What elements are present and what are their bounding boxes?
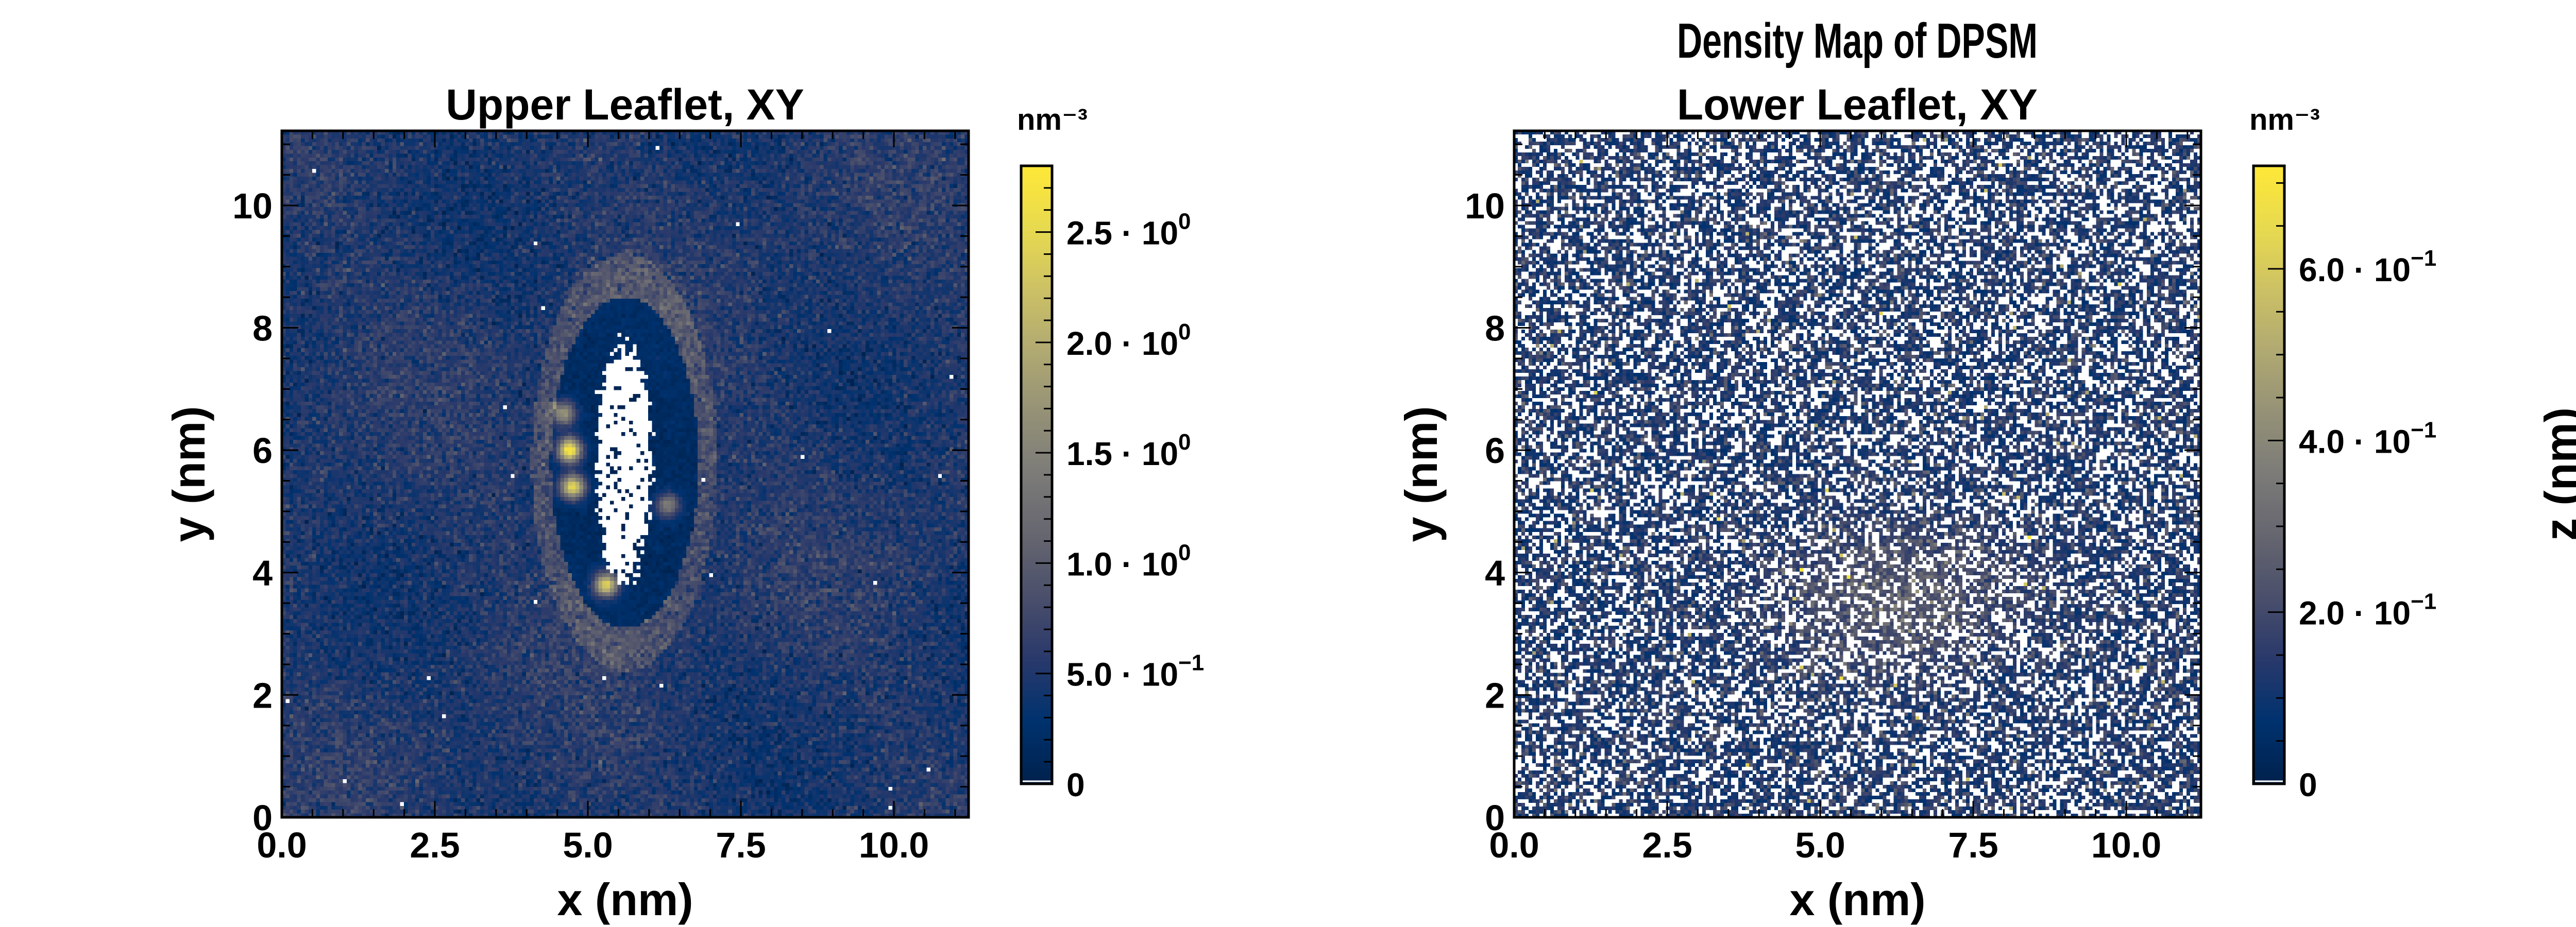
x-tick-label: 2.5 [410,825,460,865]
y-tick-label: 2 [252,675,273,715]
colorbar-tick-label: 5.0 · 10−1 [1066,650,1204,693]
y-tick-label: 4 [252,553,273,593]
y-axis-label: y (nm) [1396,406,1447,542]
y-axis-label: y (nm) [163,406,214,542]
colorbar-unit-label: nm⁻³ [1017,103,1088,136]
colorbar-tick-label: 0 [2299,766,2317,803]
panel-3: Transversal View, YZ0246810−4−2024y (nm)… [2535,407,2576,541]
y-axis-label: z (nm) [2535,407,2576,541]
colorbar-tick-label: 1.5 · 100 [1066,430,1191,472]
y-tick-label: 8 [252,308,273,349]
y-tick-label: 2 [1485,675,1505,715]
colorbar-tick-label: 1.0 · 100 [1066,540,1191,582]
x-axis-label: x (nm) [1790,874,1926,925]
heatmap-2 [1514,131,2201,817]
colorbar-tick-label: 6.0 · 10−1 [2299,246,2436,288]
x-axis-label: x (nm) [557,874,693,925]
panel-title: Upper Leaflet, XY [446,80,804,129]
x-tick-label: 0.0 [1489,825,1539,865]
y-tick-label: 0 [1485,798,1505,838]
heatmap-1 [282,131,969,817]
x-tick-label: 10.0 [859,825,929,865]
x-tick-label: 10.0 [2091,825,2161,865]
figure-suptitle: Density Map of DPSM [1677,13,2038,68]
colorbar-gradient [2253,166,2284,784]
y-tick-label: 4 [1485,553,1505,593]
y-tick-label: 10 [232,186,273,226]
colorbar-tick-label: 2.5 · 100 [1066,209,1191,252]
x-tick-label: 2.5 [1642,825,1692,865]
panel-1: Upper Leaflet, XY 0.0 2.5 5.0 7.5 10.0 0 2 4 6 8 10… [163,80,1204,925]
colorbar-tick-label: 2.0 · 100 [1066,319,1191,362]
x-tick-label: 0.0 [257,825,307,865]
colorbar-tick-label: 2.0 · 10−1 [2299,589,2436,632]
colorbar-tick-label: 0 [1066,766,1085,803]
y-tick-label: 6 [252,431,273,471]
panel-2: Lower Leaflet, XY 0.0 2.5 5.0 7.5 10.0 0 2 4 6 8 10… [1396,80,2436,925]
x-tick-label: 7.5 [716,825,766,865]
x-tick-label: 7.5 [1948,825,1998,865]
colorbar-gradient [1021,166,1052,784]
y-tick-label: 8 [1485,308,1505,349]
colorbar-unit-label: nm⁻³ [2249,103,2320,136]
colorbar-tick-label: 4.0 · 10−1 [2299,417,2436,460]
x-tick-label: 5.0 [1795,825,1845,865]
x-tick-label: 5.0 [563,825,613,865]
y-tick-label: 0 [252,798,273,838]
panel-title: Lower Leaflet, XY [1677,80,2038,129]
y-tick-label: 6 [1485,431,1505,471]
y-tick-label: 10 [1465,186,1505,226]
